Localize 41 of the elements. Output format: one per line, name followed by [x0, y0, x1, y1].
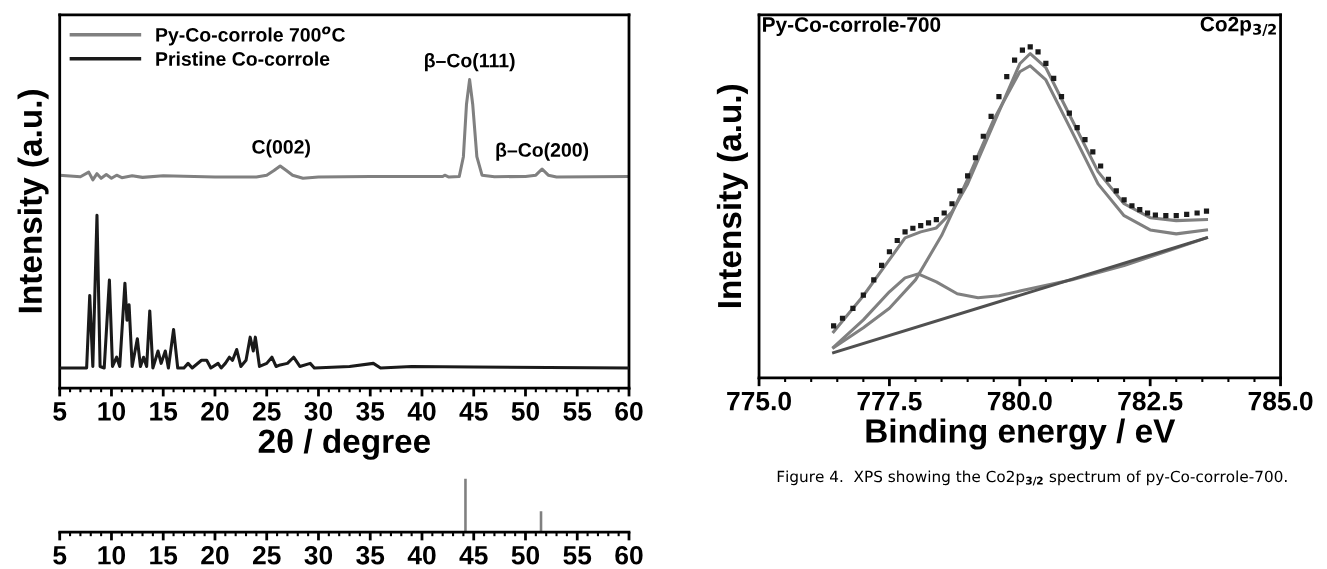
x-tick-label: 60 — [615, 545, 643, 565]
x-tick-label: 30 — [304, 545, 333, 565]
x-tick-label: 780.0 — [987, 391, 1052, 411]
chart-title: Py-Co-corrole-700 — [763, 16, 941, 37]
x-tick-label: 5 — [53, 402, 67, 421]
x-tick-label: 45 — [459, 402, 488, 421]
x-tick-label: 5 — [53, 546, 67, 565]
legend-label: Py-Co-corrole 700$^{o}$C — [156, 26, 345, 46]
annotation: β–Co(111) — [425, 53, 515, 72]
y-axis-title: Intensity (a.u.) — [17, 90, 49, 313]
chart-subtitle: Co2p$_{3/2}$ — [1200, 16, 1276, 36]
x-tick-label: 55 — [563, 402, 592, 421]
x-tick-label: 25 — [252, 401, 281, 421]
annotation: C(002) — [252, 139, 310, 158]
x-tick-label: 10 — [98, 401, 126, 421]
x-tick-label: 35 — [356, 545, 385, 565]
x-tick-label: 35 — [356, 401, 385, 421]
x-axis-title: Binding energy / eV — [866, 418, 1176, 450]
x-tick-label: 777.5 — [857, 391, 922, 411]
annotation: β–Co(200) — [496, 142, 589, 161]
x-tick-label: 50 — [511, 401, 540, 421]
x-tick-label: 782.5 — [1118, 391, 1183, 411]
x-tick-label: 20 — [201, 545, 229, 565]
x-tick-label: 20 — [201, 401, 229, 421]
x-tick-label: 45 — [459, 546, 488, 565]
x-axis-title: 2θ / degree — [258, 428, 431, 460]
x-tick-label: 25 — [252, 545, 281, 565]
x-tick-label: 775.0 — [727, 391, 791, 411]
x-tick-label: 15 — [150, 402, 178, 421]
x-tick-label: 60 — [615, 401, 643, 421]
y-axis-title: Intensity (a.u.) — [716, 84, 748, 308]
x-tick-label: 30 — [304, 401, 333, 421]
x-tick-label: 50 — [511, 545, 540, 565]
x-tick-label: 40 — [407, 401, 436, 421]
x-tick-label: 55 — [563, 546, 592, 565]
caption: Figure 4. XPS showing the Co2p$_{3/2}$ spectrum of py-Co-corrole-700. — [777, 470, 1287, 486]
legend-label: Pristine Co-corrole — [156, 51, 330, 66]
x-tick-label: 785.0 — [1248, 391, 1313, 411]
x-tick-label: 10 — [98, 545, 126, 565]
x-tick-label: 40 — [407, 545, 436, 565]
x-tick-label: 15 — [150, 546, 178, 565]
